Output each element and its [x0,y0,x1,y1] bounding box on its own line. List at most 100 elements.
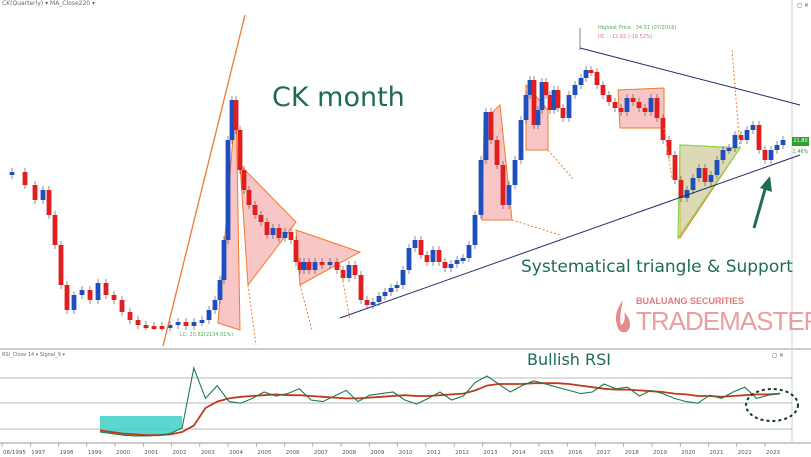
candle-body [512,160,518,185]
price-change-label: 1.46% [792,149,809,155]
candle-body [306,262,312,270]
candle-body [436,250,442,262]
candle-body [52,215,58,245]
indicator-header[interactable]: CK(Quarterly) ▾ MA_Close220 ▾ [2,0,96,7]
candle-body [535,110,541,125]
candle-body [334,262,340,270]
rsi-signal-line [99,382,781,437]
candle-body [225,140,231,240]
candle-body [119,300,125,312]
candle-body [578,78,584,85]
x-tick-label: 2013 [483,450,497,456]
candle-body [494,140,500,165]
candle-body [448,264,454,268]
candle-body [376,296,382,302]
chart-title: CK month [272,82,405,113]
x-tick-label: 2016 [568,450,582,456]
candle-body [594,72,600,85]
candle-body [442,262,448,268]
highest-price-label: Highest Price : 34.51 (07/2016) [598,25,677,31]
candle-body [229,100,235,140]
candle-body [714,160,720,175]
candle-body [327,262,333,265]
candle-body [583,70,589,78]
candle-body [551,90,557,110]
candle-body [738,135,744,140]
support-trend-line [339,154,801,319]
x-tick-label: 2003 [201,450,215,456]
candle-body [340,270,346,278]
rsi-oversold-area [100,416,183,436]
candle-body [418,240,424,255]
candle-body [636,102,642,108]
candle-body [237,130,243,170]
x-tick-label: 2000 [116,450,130,456]
candle-body [32,185,38,200]
candle-body [531,80,537,125]
candle-body [264,222,270,235]
candle-body [648,98,654,112]
candle-body [466,245,472,258]
candle-body [630,98,636,102]
x-tick-label: 1999 [88,450,102,456]
candle-body [684,190,690,198]
candle-body [183,322,189,326]
rsi-header[interactable]: RSI_Close 14 ▾ Signal_9 ▾ [2,352,66,358]
triangle-annotation: Systematical triangle & Support [521,257,793,277]
candle-body [382,292,388,296]
candle-body [270,228,276,235]
candle-body [642,108,648,112]
candle-body [780,140,786,145]
candle-body [288,232,294,240]
candle-body [726,148,732,151]
candle-body [624,98,630,112]
candle-body [159,326,165,329]
candle-body [40,190,46,200]
candle-body [412,240,418,248]
x-tick-label: 2002 [173,450,187,456]
candle-body [206,310,212,320]
support-arrow-shaft [752,185,768,229]
candle-body [708,175,714,182]
candle-body [424,255,430,262]
candle-body [175,322,181,325]
candle-body [430,250,436,262]
x-tick-label: 2012 [455,450,469,456]
x-tick-label: 2023 [766,450,780,456]
projection-line [247,284,257,346]
logo-line1: BUALUANG SECURITIES [636,296,745,306]
rsi-panel-controls[interactable]: ◻ ✕ [772,352,784,359]
candle-body [527,80,533,95]
candle-body [127,312,133,320]
candle-body [678,180,684,198]
x-tick-label: 2009 [370,450,384,456]
main-panel-controls[interactable]: ◻ ✕ [797,2,809,9]
candle-body [258,215,264,222]
candle-body [702,168,708,182]
projection-line [339,264,351,321]
candle-body [388,288,394,292]
x-tick-label: 1997 [31,450,45,456]
candle-body [612,102,618,108]
rsi-annotation: Bullish RSI [527,350,612,369]
candle-body [58,245,64,285]
candle-body [293,240,299,262]
candle-body [732,135,738,148]
candle-body [506,185,512,205]
projection-line [731,49,741,149]
candle-body [750,125,756,130]
candle-body [696,168,702,178]
candle-body [358,275,364,300]
flame-logo-icon [615,300,631,333]
candle-body [221,240,227,280]
candle-body [282,232,288,238]
candle-body [364,300,370,305]
x-tick-label: 2017 [596,450,610,456]
candle-body [472,215,478,245]
candle-body [406,248,412,270]
candle-body [79,290,85,295]
candle-body [756,125,762,150]
candle-body [352,265,358,275]
candle-body [135,320,141,325]
